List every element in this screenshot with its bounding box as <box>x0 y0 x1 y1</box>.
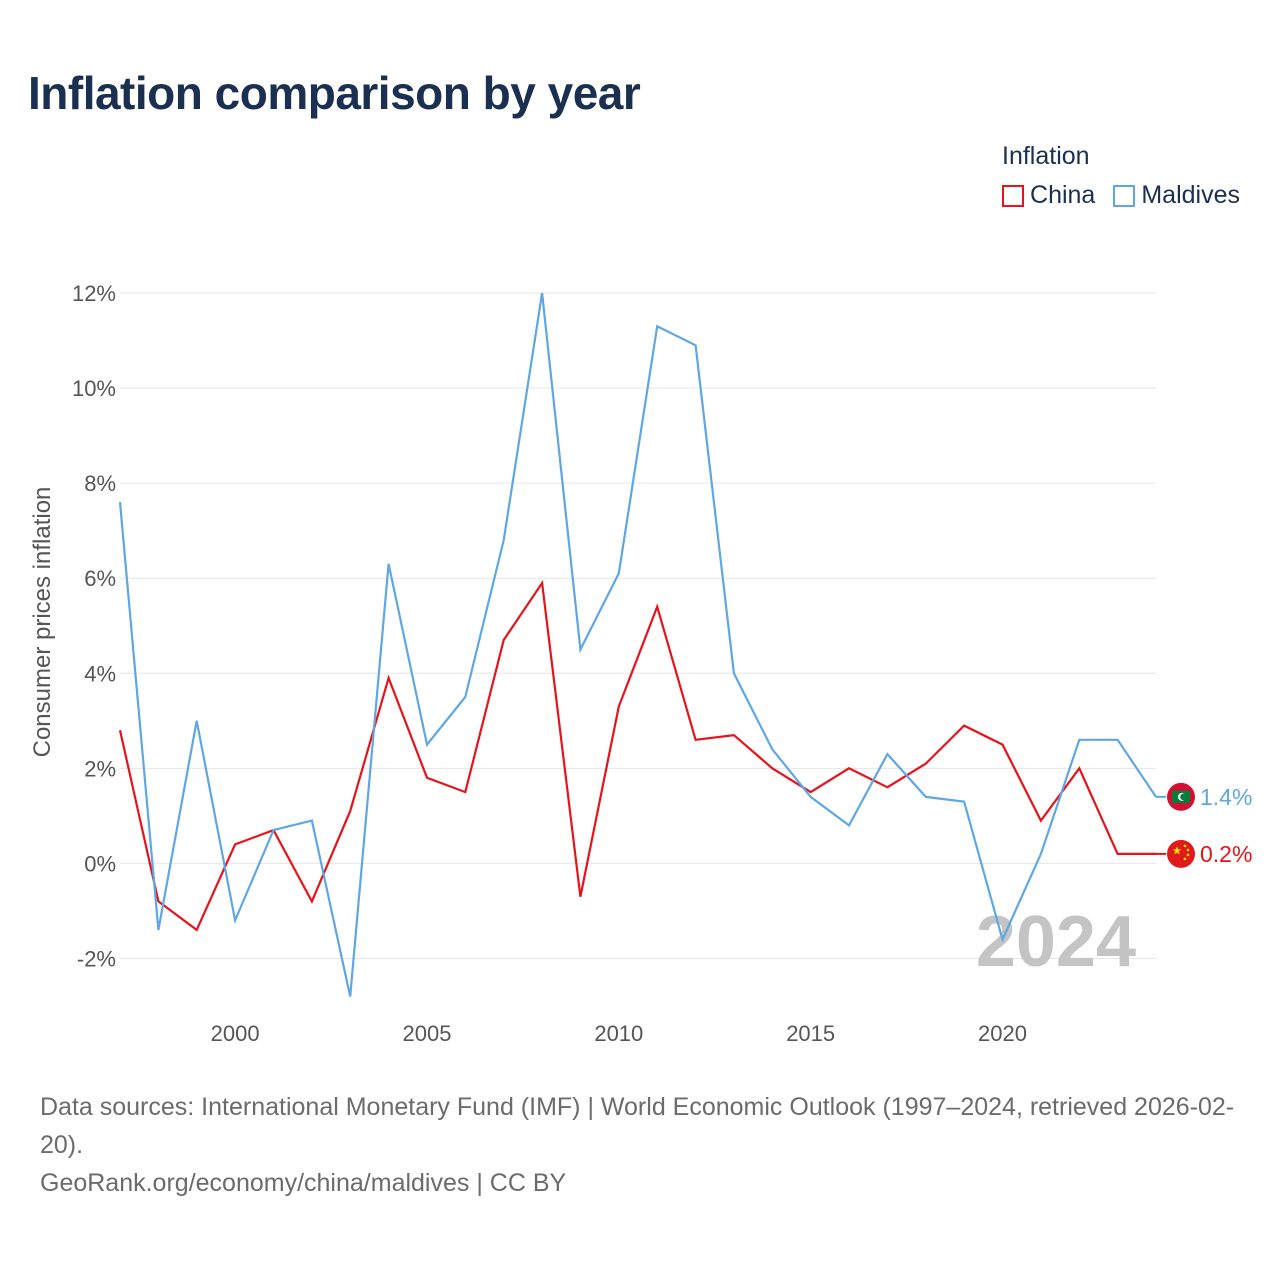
legend-item-maldives[interactable]: Maldives <box>1113 181 1240 210</box>
end-markers: 0.2% 1.4% <box>1156 782 1252 868</box>
x-tick-label: 2015 <box>786 1021 835 1046</box>
source-line-2: GeoRank.org/economy/china/maldives | CC … <box>40 1169 567 1197</box>
series-line-china[interactable] <box>118 579 1156 932</box>
end-value-label-china: 0.2% <box>1200 841 1252 867</box>
x-axis-ticks: 2000 2005 2010 2015 2020 <box>211 1021 1027 1046</box>
y-tick-label: 4% <box>84 661 116 686</box>
y-axis-title: Consumer prices inflation <box>29 487 56 758</box>
y-axis-ticks: -2% 0% 2% 4% 6% 8% 10% 12% <box>72 281 116 971</box>
x-tick-label: 2005 <box>402 1021 451 1046</box>
y-tick-label: 0% <box>84 851 116 876</box>
y-tick-label: -2% <box>77 946 116 971</box>
grid-lines <box>120 292 1156 959</box>
source-note: Data sources: International Monetary Fun… <box>40 1088 1250 1202</box>
legend: Inflation China Maldives <box>1002 142 1240 210</box>
legend-item-china[interactable]: China <box>1002 181 1095 210</box>
legend-label-china: China <box>1030 181 1096 209</box>
legend-swatch-china <box>1002 184 1025 207</box>
end-value-label-maldives: 1.4% <box>1200 784 1252 810</box>
chart-title: Inflation comparison by year <box>28 67 641 119</box>
legend-swatch-maldives <box>1113 184 1136 207</box>
maldives-flag-icon <box>1167 782 1195 811</box>
y-tick-label: 8% <box>84 471 116 496</box>
line-chart: -2% 0% 2% 4% 6% 8% 10% 12% 2000 2005 2010 2015 2020… <box>29 281 1252 1046</box>
legend-label-maldives: Maldives <box>1141 181 1240 209</box>
china-flag-icon <box>1167 839 1195 868</box>
y-tick-label: 2% <box>84 756 116 781</box>
series-line-maldives[interactable] <box>118 292 1157 997</box>
legend-title: Inflation <box>1002 142 1090 170</box>
x-tick-label: 2010 <box>594 1021 643 1046</box>
series-lines <box>118 292 1157 997</box>
x-tick-label: 2000 <box>211 1021 260 1046</box>
source-line-1: Data sources: International Monetary Fun… <box>40 1093 1235 1159</box>
y-tick-label: 6% <box>84 566 116 591</box>
x-tick-label: 2020 <box>978 1021 1027 1046</box>
year-watermark: 2024 <box>976 902 1136 982</box>
y-tick-label: 12% <box>72 281 116 306</box>
y-tick-label: 10% <box>72 376 116 401</box>
